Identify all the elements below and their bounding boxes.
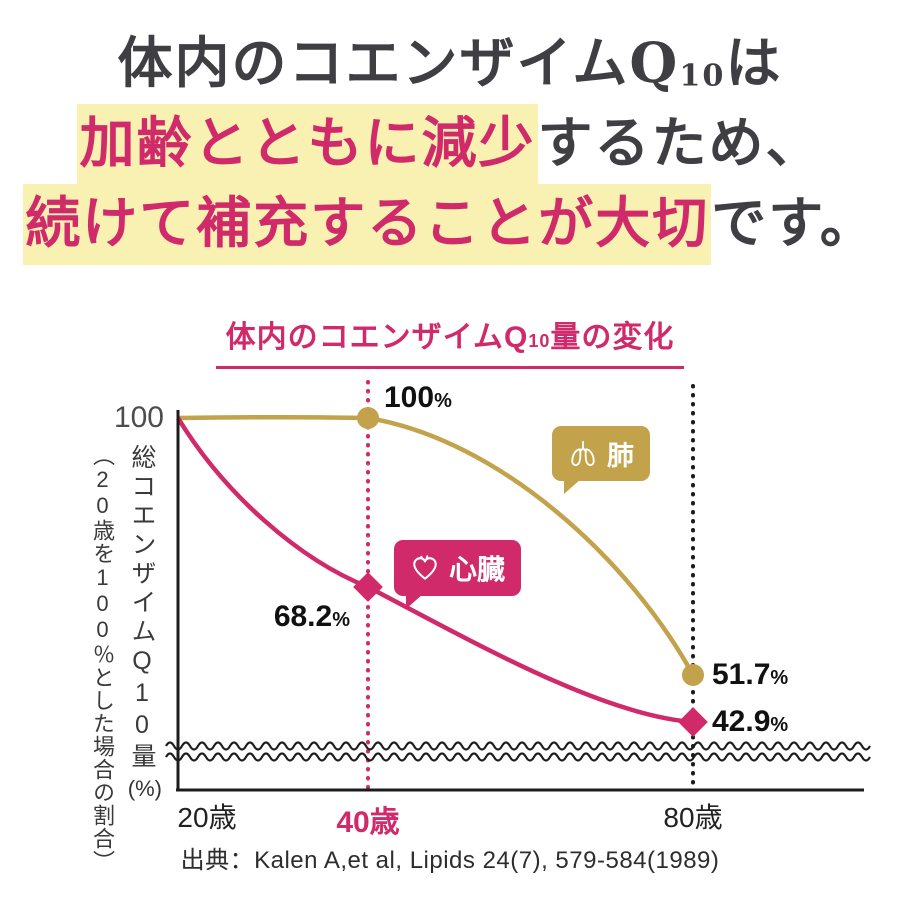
annotation-heart-age40: 68.2% (230, 600, 350, 634)
x-tick-age20: 20歳 (177, 802, 237, 833)
lung-curve (177, 415, 695, 677)
headline-line1-pre: 体内のコエンザイムQ (117, 30, 680, 95)
lung-marker-age80 (682, 664, 704, 686)
axis-break-wave-top (165, 741, 871, 751)
y-axis-label: 総コエンザイムQ10量 （20歳を100％とした場合の割合） (82, 444, 162, 873)
source-citation: 出典：Kalen A,et al, Lipids 24(7), 579-584(… (180, 847, 720, 874)
annotation-lung-age80: 51.7% (712, 658, 788, 692)
headline-highlight-aging: 加齢とともに減少 (77, 104, 538, 186)
chart-title-subscript: 10 (528, 331, 551, 351)
headline-line1: 体内のコエンザイムQ10は (0, 34, 900, 92)
lung-marker-age40 (357, 407, 379, 429)
percent-sign: % (332, 609, 350, 631)
y-axis-label-paren: （20歳を100％とした場合の割合） (90, 444, 115, 873)
chart-title: 体内のコエンザイムQ10量の変化 (215, 312, 685, 369)
headline-line2-rest: するため、 (537, 110, 823, 176)
x-tick-age40: 40歳 (336, 806, 400, 839)
axis-break-wave-bottom (165, 752, 871, 762)
heart-icon (413, 555, 437, 580)
annotation-value: 42.9 (712, 705, 771, 738)
percent-sign: % (770, 667, 789, 689)
percent-sign: % (770, 714, 789, 736)
headline-line1-subscript: 10 (679, 58, 726, 94)
y-tick-100: 100 (113, 401, 164, 434)
headline-line2: 加齢とともに減少するため、 (0, 104, 900, 186)
lung-legend-badge: 肺 (552, 426, 650, 494)
chart-title-pre: 体内のコエンザイムQ (225, 321, 529, 354)
annotation-value: 68.2 (273, 600, 333, 633)
lung-badge-tail (564, 479, 581, 494)
headline-line3: 続けて補充することが大切です。 (0, 184, 900, 266)
annotation-value: 100 (384, 381, 435, 414)
annotation-lung-age40: 100% (384, 381, 452, 415)
headline-line3-rest: です。 (711, 190, 877, 256)
chart-title-wrap: 体内のコエンザイムQ10量の変化 (0, 312, 900, 369)
heart-legend-label: 心臓 (449, 554, 506, 585)
headline-highlight-replenish: 続けて補充することが大切 (23, 184, 712, 266)
x-tick-age80: 80歳 (663, 802, 723, 833)
heart-badge-tail (406, 594, 423, 609)
chart-title-post: 量の変化 (550, 321, 675, 354)
headline-line1-post: は (725, 30, 783, 95)
heart-marker-age80 (678, 707, 708, 737)
lung-icon (571, 440, 595, 466)
heart-marker-age40 (353, 572, 383, 602)
annotation-value: 51.7 (712, 658, 771, 691)
lung-legend-label: 肺 (607, 441, 634, 471)
heart-legend-badge: 心臓 (394, 540, 522, 609)
percent-sign: % (434, 390, 452, 412)
y-axis-label-main: 総コエンザイムQ10量 (128, 444, 156, 772)
y-unit-percent: (%) (127, 776, 162, 801)
annotation-heart-age80: 42.9% (712, 705, 788, 739)
headline: 体内のコエンザイムQ10は 加齢とともに減少するため、 続けて補充することが大切… (0, 34, 900, 274)
